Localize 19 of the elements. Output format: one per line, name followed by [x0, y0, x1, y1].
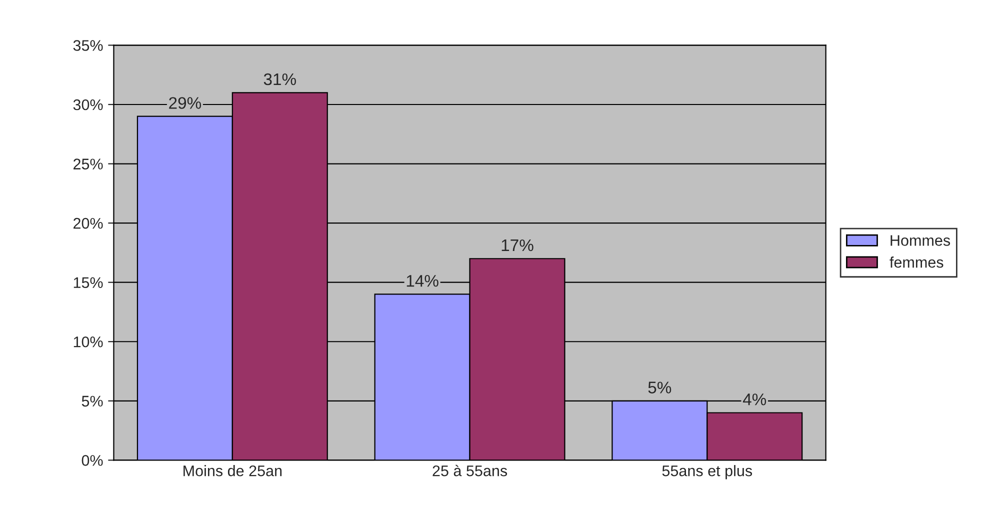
data-label: 31% [264, 73, 296, 86]
y-tick-label: 35% [73, 40, 103, 51]
legend-label: femmes [890, 256, 944, 268]
y-tick-label: 10% [74, 336, 103, 348]
data-label: 14% [406, 275, 438, 287]
data-label: 29% [169, 97, 202, 109]
legend-label: Hommes [890, 235, 950, 246]
data-label: 4% [742, 394, 766, 406]
y-tick-label: 0% [82, 455, 103, 466]
y-tick-label: 15% [74, 277, 103, 288]
data-label: 5% [648, 382, 672, 394]
x-tick-label: 25 à 55ans [432, 464, 508, 476]
y-tick-label: 20% [74, 218, 103, 229]
data-label: 17% [502, 239, 534, 252]
y-tick-label: 30% [73, 99, 103, 110]
x-tick-label: 55ans et plus [662, 465, 752, 480]
x-tick-label: Moins de 25an [184, 465, 282, 476]
y-tick-label: 25% [74, 158, 103, 170]
y-tick-label: 5% [82, 396, 103, 407]
